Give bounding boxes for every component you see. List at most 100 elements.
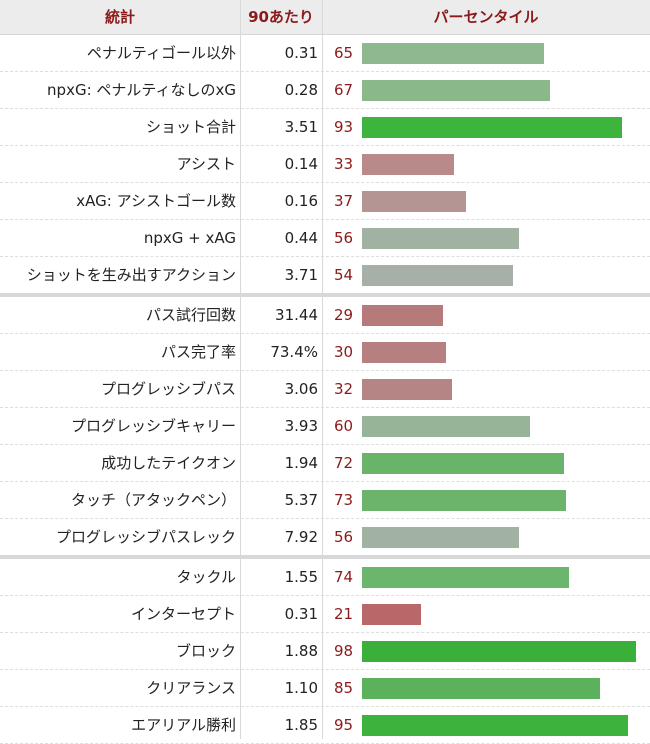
per90-value: 31.44 (275, 306, 318, 324)
per90-value: 3.51 (284, 118, 318, 136)
percentile-value: 60 (334, 417, 354, 435)
per90-value: 0.28 (284, 81, 318, 99)
percentile-bar (362, 527, 519, 548)
stat-name: プログレッシブパス (100, 380, 236, 398)
table-row: ショット合計 3.51 93 (0, 109, 650, 146)
per90-value: 0.31 (284, 44, 318, 62)
stat-name: インターセプト (130, 605, 236, 623)
table-row: プログレッシブパスレック 7.92 56 (0, 519, 650, 556)
per90-value: 0.14 (284, 155, 318, 173)
stat-name: npxG + xAG (143, 229, 236, 247)
percentile-value: 65 (334, 44, 354, 62)
table-row: ショットを生み出すアクション 3.71 54 (0, 257, 650, 294)
per90-value: 0.16 (284, 192, 318, 210)
stat-name: パス試行回数 (145, 306, 236, 324)
per90-value: 3.71 (284, 266, 318, 284)
header-stat[interactable]: 統計 (104, 8, 135, 26)
per90-value: 1.55 (284, 568, 318, 586)
table-row: プログレッシブパス 3.06 32 (0, 371, 650, 408)
stat-name: パス完了率 (160, 343, 236, 361)
per90-value: 1.88 (284, 642, 318, 660)
percentile-bar (362, 342, 446, 363)
percentile-value: 54 (334, 266, 354, 284)
stat-name: タッチ（アタックペン） (70, 491, 236, 509)
stat-name: npxG: ペナルティなしのxG (47, 81, 236, 99)
header-percentile[interactable]: パーセンタイル (433, 8, 539, 26)
table-row: プログレッシブキャリー 3.93 60 (0, 408, 650, 445)
header-per90[interactable]: 90あたり (248, 8, 314, 26)
percentile-bar (362, 379, 452, 400)
table-row: クリアランス 1.10 85 (0, 670, 650, 707)
stat-name: ブロック (175, 642, 236, 660)
per90-value: 7.92 (284, 528, 318, 546)
per90-value: 3.93 (284, 417, 318, 435)
percentile-bar (362, 154, 454, 175)
table-row: インターセプト 0.31 21 (0, 596, 650, 633)
stat-name: エアリアル勝利 (131, 716, 236, 734)
per90-value: 1.85 (284, 716, 318, 734)
group-separator (0, 293, 650, 297)
percentile-value: 21 (334, 605, 354, 623)
percentile-bar (362, 567, 569, 588)
column-divider (322, 0, 323, 739)
column-divider (240, 0, 241, 739)
percentile-bar (362, 191, 466, 212)
percentile-value: 93 (334, 118, 354, 136)
percentile-value: 74 (334, 568, 354, 586)
table-row: ブロック 1.88 98 (0, 633, 650, 670)
per90-value: 5.37 (284, 491, 318, 509)
stat-name: ペナルティゴール以外 (86, 44, 236, 62)
percentile-bar (362, 604, 421, 625)
table-header: 統計 90あたり パーセンタイル (0, 0, 650, 35)
per90-value: 1.94 (284, 454, 318, 472)
percentile-value: 85 (334, 679, 354, 697)
stat-name: プログレッシブパスレック (55, 528, 236, 546)
table-row: 成功したテイクオン 1.94 72 (0, 445, 650, 482)
percentile-bar (362, 641, 636, 662)
table-row: xAG: アシストゴール数 0.16 37 (0, 183, 650, 220)
percentile-bar (362, 43, 544, 64)
per90-value: 1.10 (284, 679, 318, 697)
percentile-bar (362, 678, 600, 699)
group-separator (0, 555, 650, 559)
per90-value: 0.31 (284, 605, 318, 623)
table-row: npxG + xAG 0.44 56 (0, 220, 650, 257)
stat-name: xAG: アシストゴール数 (76, 192, 236, 210)
percentile-bar (362, 228, 519, 249)
percentile-value: 98 (334, 642, 354, 660)
table-row: アシスト 0.14 33 (0, 146, 650, 183)
percentile-value: 33 (334, 155, 354, 173)
percentile-value: 32 (334, 380, 354, 398)
percentile-value: 95 (334, 716, 354, 734)
stat-name: アシスト (176, 155, 236, 173)
table-row: タックル 1.55 74 (0, 559, 650, 596)
stat-name: プログレッシブキャリー (70, 417, 236, 435)
percentile-value: 72 (334, 454, 354, 472)
percentile-bar (362, 80, 550, 101)
percentile-value: 30 (334, 343, 354, 361)
table-row: ペナルティゴール以外 0.31 65 (0, 35, 650, 72)
percentile-value: 29 (334, 306, 354, 324)
percentile-value: 67 (334, 81, 354, 99)
percentile-bar (362, 453, 564, 474)
table-row: パス完了率 73.4% 30 (0, 334, 650, 371)
percentile-bar (362, 715, 628, 736)
stat-name: ショット合計 (145, 118, 236, 136)
percentile-bar (362, 305, 443, 326)
per90-value: 73.4% (270, 343, 318, 361)
stat-name: タックル (176, 568, 236, 586)
stat-name: ショットを生み出すアクション (26, 266, 236, 284)
percentile-bar (362, 117, 622, 138)
table-row: エアリアル勝利 1.85 95 (0, 707, 650, 744)
percentile-bar (362, 265, 513, 286)
percentile-value: 56 (334, 229, 354, 247)
per90-value: 3.06 (284, 380, 318, 398)
percentile-value: 37 (334, 192, 354, 210)
table-row: npxG: ペナルティなしのxG 0.28 67 (0, 72, 650, 109)
stat-name: 成功したテイクオン (101, 454, 236, 472)
percentile-value: 73 (334, 491, 354, 509)
stat-name: クリアランス (146, 679, 236, 697)
percentile-bar (362, 416, 530, 437)
percentile-value: 56 (334, 528, 354, 546)
